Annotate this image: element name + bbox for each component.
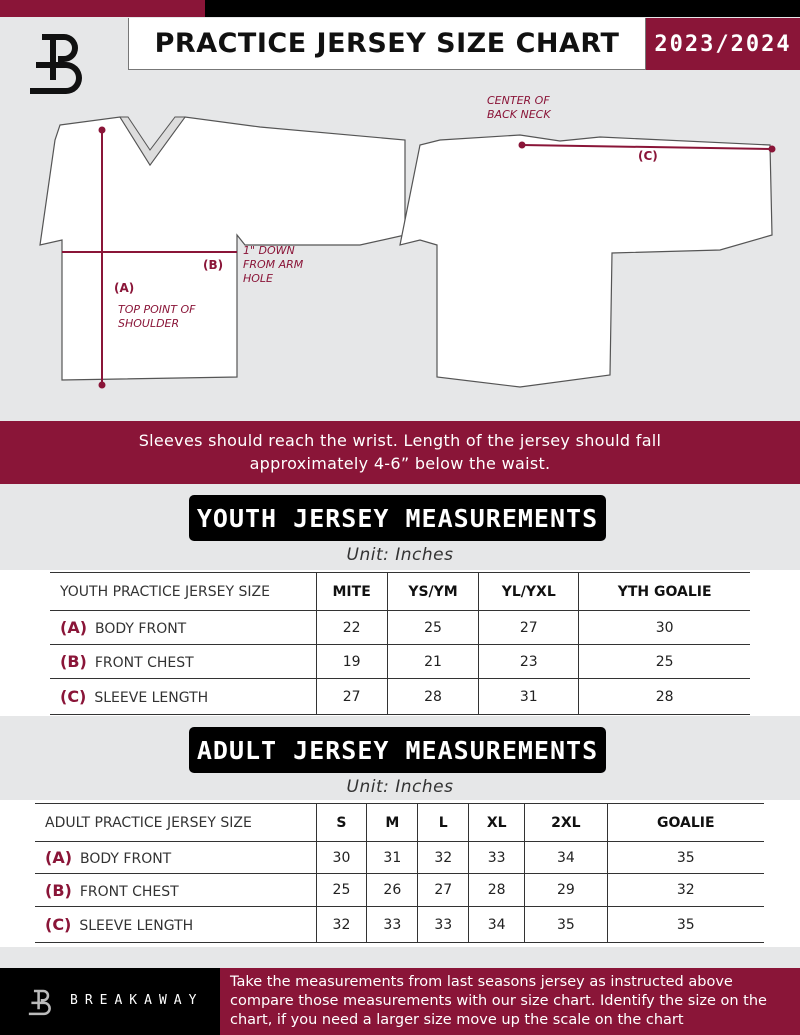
measurement-cell: 21 <box>386 644 479 679</box>
adult-section-title: ADULT JERSEY MEASUREMENTS <box>189 727 606 773</box>
label-b: (B) <box>203 258 224 272</box>
measurement-cell: 32 <box>606 873 764 907</box>
row-code: (A) <box>60 618 88 637</box>
row-name: FRONT CHEST <box>94 655 194 671</box>
corner-header: YOUTH PRACTICE JERSEY SIZE <box>50 572 316 611</box>
measurement-cell: 35 <box>606 841 764 874</box>
size-header: L <box>417 803 469 842</box>
row-label: (C) SLEEVE LENGTH <box>35 906 316 943</box>
jersey-diagram <box>39 116 776 389</box>
size-header: M <box>366 803 418 842</box>
table-row: (B) FRONT CHEST 19 21 23 25 <box>50 644 750 679</box>
row-name: SLEEVE LENGTH <box>79 918 194 934</box>
measurement-cell: 31 <box>366 841 418 874</box>
measurement-cell: 27 <box>315 678 388 715</box>
measurement-cell: 32 <box>315 906 367 943</box>
note-a: TOP POINT OF SHOULDER <box>118 303 196 330</box>
measurement-cell: 30 <box>578 610 750 645</box>
instructions-text: Sleeves should reach the wrist. Length o… <box>138 431 662 473</box>
measurement-cell: 33 <box>366 906 418 943</box>
brand-name: BREAKAWAY <box>70 993 204 1008</box>
measurement-cell: 26 <box>366 873 418 907</box>
table-row: (A) BODY FRONT 30 31 32 33 34 35 <box>35 841 764 874</box>
measurement-cell: 33 <box>417 906 469 943</box>
measurement-cell: 32 <box>417 841 469 874</box>
size-header: YS/YM <box>386 572 479 611</box>
page-title: PRACTICE JERSEY SIZE CHART <box>128 18 646 70</box>
row-label: (A) BODY FRONT <box>50 610 316 645</box>
size-header: YL/YXL <box>478 572 579 611</box>
row-name: SLEEVE LENGTH <box>94 690 209 706</box>
season-badge: 2023/2024 <box>646 18 800 70</box>
front-jersey-outline <box>39 116 406 381</box>
measurement-cell: 35 <box>524 906 608 943</box>
size-header: MITE <box>315 572 388 611</box>
table-row: (C) SLEEVE LENGTH 32 33 33 34 35 35 <box>35 906 764 943</box>
table-row: (C) SLEEVE LENGTH 27 28 31 28 <box>50 678 750 715</box>
measurement-cell: 29 <box>524 873 608 907</box>
adult-size-table: ADULT PRACTICE JERSEY SIZE S M L XL 2XL GOALIE… <box>35 803 764 943</box>
footer-brand-panel <box>0 968 220 1035</box>
top-black-bar <box>205 0 800 17</box>
note-c: CENTER OF BACK NECK <box>487 94 551 121</box>
row-label: (C) SLEEVE LENGTH <box>50 678 316 715</box>
table-row: (A) BODY FRONT 22 25 27 30 <box>50 610 750 645</box>
measurement-cell: 25 <box>315 873 367 907</box>
size-header: 2XL <box>524 803 608 842</box>
label-a: (A) <box>114 281 135 295</box>
note-b: 1" DOWN FROM ARM HOLE <box>243 244 304 285</box>
instructions-banner: Sleeves should reach the wrist. Length o… <box>0 421 800 484</box>
measurement-cell: 34 <box>468 906 525 943</box>
measurement-cell: 22 <box>315 610 388 645</box>
row-name: FRONT CHEST <box>79 883 179 900</box>
footer-note: Take the measurements from last seasons … <box>220 968 800 1035</box>
measurement-cell: 28 <box>578 678 750 715</box>
row-code: (C) <box>60 687 87 706</box>
size-header: XL <box>468 803 525 842</box>
measurement-cell: 25 <box>386 610 479 645</box>
youth-section-title: YOUTH JERSEY MEASUREMENTS <box>189 495 606 541</box>
measurement-cell: 19 <box>315 644 388 679</box>
top-accent-bar <box>0 0 205 17</box>
row-label: (B) FRONT CHEST <box>35 873 316 907</box>
size-header: S <box>315 803 367 842</box>
youth-unit: Unit: Inches <box>346 545 454 565</box>
row-name: BODY FRONT <box>95 621 187 637</box>
size-header: GOALIE <box>606 803 764 842</box>
measurement-cell: 34 <box>524 841 608 874</box>
label-c: (C) <box>638 149 658 163</box>
measurement-cell: 35 <box>606 906 764 943</box>
measurement-cell: 25 <box>578 644 750 679</box>
measurement-cell: 30 <box>315 841 367 874</box>
youth-size-table: YOUTH PRACTICE JERSEY SIZE MITE YS/YM YL/YX… <box>50 572 750 715</box>
measurement-cell: 31 <box>478 678 579 715</box>
row-code: (B) <box>45 880 72 900</box>
measurement-cell: 28 <box>386 678 479 715</box>
row-name: BODY FRONT <box>80 851 172 867</box>
breakaway-logo-icon <box>30 34 82 94</box>
back-jersey-outline <box>399 134 773 388</box>
row-code: (C) <box>45 915 72 934</box>
table-row: (B) FRONT CHEST 25 26 27 28 29 32 <box>35 873 764 907</box>
footer-logo-icon <box>28 989 51 1016</box>
row-code: (B) <box>60 652 87 671</box>
measurement-cell: 27 <box>417 873 469 907</box>
size-header: YTH GOALIE <box>578 572 750 611</box>
adult-unit: Unit: Inches <box>346 777 454 797</box>
measurement-cell: 23 <box>478 644 579 679</box>
row-label: (A) BODY FRONT <box>35 841 316 874</box>
row-label: (B) FRONT CHEST <box>50 644 316 679</box>
measurement-cell: 28 <box>468 873 525 907</box>
measurement-cell: 27 <box>478 610 579 645</box>
corner-header: ADULT PRACTICE JERSEY SIZE <box>35 803 316 842</box>
measurement-cell: 33 <box>468 841 525 874</box>
row-code: (A) <box>45 848 73 867</box>
